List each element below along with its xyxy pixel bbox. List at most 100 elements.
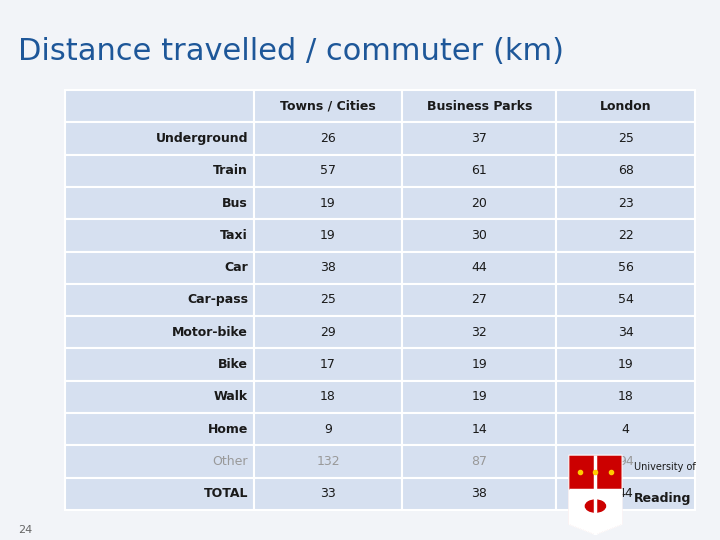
FancyBboxPatch shape (65, 90, 254, 122)
Polygon shape (569, 490, 622, 535)
Text: 19: 19 (472, 390, 487, 403)
FancyBboxPatch shape (65, 154, 254, 187)
Text: Towns / Cities: Towns / Cities (280, 100, 376, 113)
Text: 17: 17 (320, 358, 336, 371)
Text: 132: 132 (316, 455, 340, 468)
Text: 18: 18 (618, 390, 634, 403)
Text: 24: 24 (18, 525, 32, 535)
FancyBboxPatch shape (254, 478, 402, 510)
Text: London: London (600, 100, 652, 113)
FancyBboxPatch shape (402, 348, 557, 381)
FancyBboxPatch shape (402, 90, 557, 122)
Text: 18: 18 (320, 390, 336, 403)
Text: 9: 9 (324, 423, 332, 436)
Text: 26: 26 (320, 132, 336, 145)
FancyBboxPatch shape (402, 219, 557, 252)
FancyBboxPatch shape (402, 122, 557, 154)
Text: 56: 56 (618, 261, 634, 274)
Polygon shape (569, 455, 622, 535)
FancyBboxPatch shape (557, 478, 695, 510)
Text: Other: Other (212, 455, 248, 468)
Text: 14: 14 (472, 423, 487, 436)
FancyBboxPatch shape (402, 478, 557, 510)
Text: 34: 34 (618, 326, 634, 339)
Text: Underground: Underground (156, 132, 248, 145)
Text: 68: 68 (618, 164, 634, 177)
FancyBboxPatch shape (65, 381, 254, 413)
Circle shape (585, 500, 606, 512)
Text: 25: 25 (320, 294, 336, 307)
FancyBboxPatch shape (254, 219, 402, 252)
Text: 38: 38 (472, 487, 487, 501)
FancyBboxPatch shape (254, 252, 402, 284)
Text: Taxi: Taxi (220, 229, 248, 242)
Text: 23: 23 (618, 197, 634, 210)
Text: 20: 20 (472, 197, 487, 210)
FancyBboxPatch shape (65, 348, 254, 381)
Text: Car: Car (224, 261, 248, 274)
Text: 54: 54 (618, 294, 634, 307)
FancyBboxPatch shape (254, 154, 402, 187)
FancyBboxPatch shape (557, 219, 695, 252)
Text: 33: 33 (320, 487, 336, 501)
Text: 38: 38 (320, 261, 336, 274)
Text: Bike: Bike (218, 358, 248, 371)
FancyBboxPatch shape (254, 284, 402, 316)
Text: Train: Train (213, 164, 248, 177)
Text: 25: 25 (618, 132, 634, 145)
Text: 30: 30 (472, 229, 487, 242)
Text: 4: 4 (622, 423, 629, 436)
FancyBboxPatch shape (254, 90, 402, 122)
Text: 44: 44 (618, 487, 634, 501)
FancyBboxPatch shape (402, 187, 557, 219)
FancyBboxPatch shape (402, 446, 557, 478)
FancyBboxPatch shape (557, 252, 695, 284)
Text: 57: 57 (320, 164, 336, 177)
Text: Bus: Bus (222, 197, 248, 210)
Text: Car-pass: Car-pass (187, 294, 248, 307)
FancyBboxPatch shape (65, 122, 254, 154)
FancyBboxPatch shape (65, 252, 254, 284)
FancyBboxPatch shape (402, 413, 557, 446)
FancyBboxPatch shape (557, 122, 695, 154)
FancyBboxPatch shape (65, 219, 254, 252)
Text: 19: 19 (320, 197, 336, 210)
FancyBboxPatch shape (557, 381, 695, 413)
Text: 29: 29 (320, 326, 336, 339)
Text: 19: 19 (320, 229, 336, 242)
Text: 94: 94 (618, 455, 634, 468)
Text: 19: 19 (472, 358, 487, 371)
FancyBboxPatch shape (65, 284, 254, 316)
Text: Motor-bike: Motor-bike (172, 326, 248, 339)
Text: University of: University of (634, 462, 696, 472)
Text: Business Parks: Business Parks (426, 100, 532, 113)
Text: 37: 37 (472, 132, 487, 145)
FancyBboxPatch shape (557, 90, 695, 122)
FancyBboxPatch shape (557, 413, 695, 446)
Text: 44: 44 (472, 261, 487, 274)
Text: 27: 27 (472, 294, 487, 307)
FancyBboxPatch shape (254, 348, 402, 381)
FancyBboxPatch shape (557, 348, 695, 381)
FancyBboxPatch shape (254, 381, 402, 413)
Text: Walk: Walk (214, 390, 248, 403)
Text: 32: 32 (472, 326, 487, 339)
FancyBboxPatch shape (557, 446, 695, 478)
FancyBboxPatch shape (557, 154, 695, 187)
FancyBboxPatch shape (65, 316, 254, 348)
FancyBboxPatch shape (402, 252, 557, 284)
FancyBboxPatch shape (402, 154, 557, 187)
FancyBboxPatch shape (254, 446, 402, 478)
Text: 22: 22 (618, 229, 634, 242)
FancyBboxPatch shape (254, 187, 402, 219)
Text: 87: 87 (471, 455, 487, 468)
Text: Home: Home (207, 423, 248, 436)
Text: TOTAL: TOTAL (204, 487, 248, 501)
Text: 19: 19 (618, 358, 634, 371)
FancyBboxPatch shape (402, 284, 557, 316)
FancyBboxPatch shape (557, 187, 695, 219)
FancyBboxPatch shape (65, 478, 254, 510)
FancyBboxPatch shape (254, 316, 402, 348)
FancyBboxPatch shape (254, 413, 402, 446)
Text: Distance travelled / commuter (km): Distance travelled / commuter (km) (18, 37, 564, 66)
